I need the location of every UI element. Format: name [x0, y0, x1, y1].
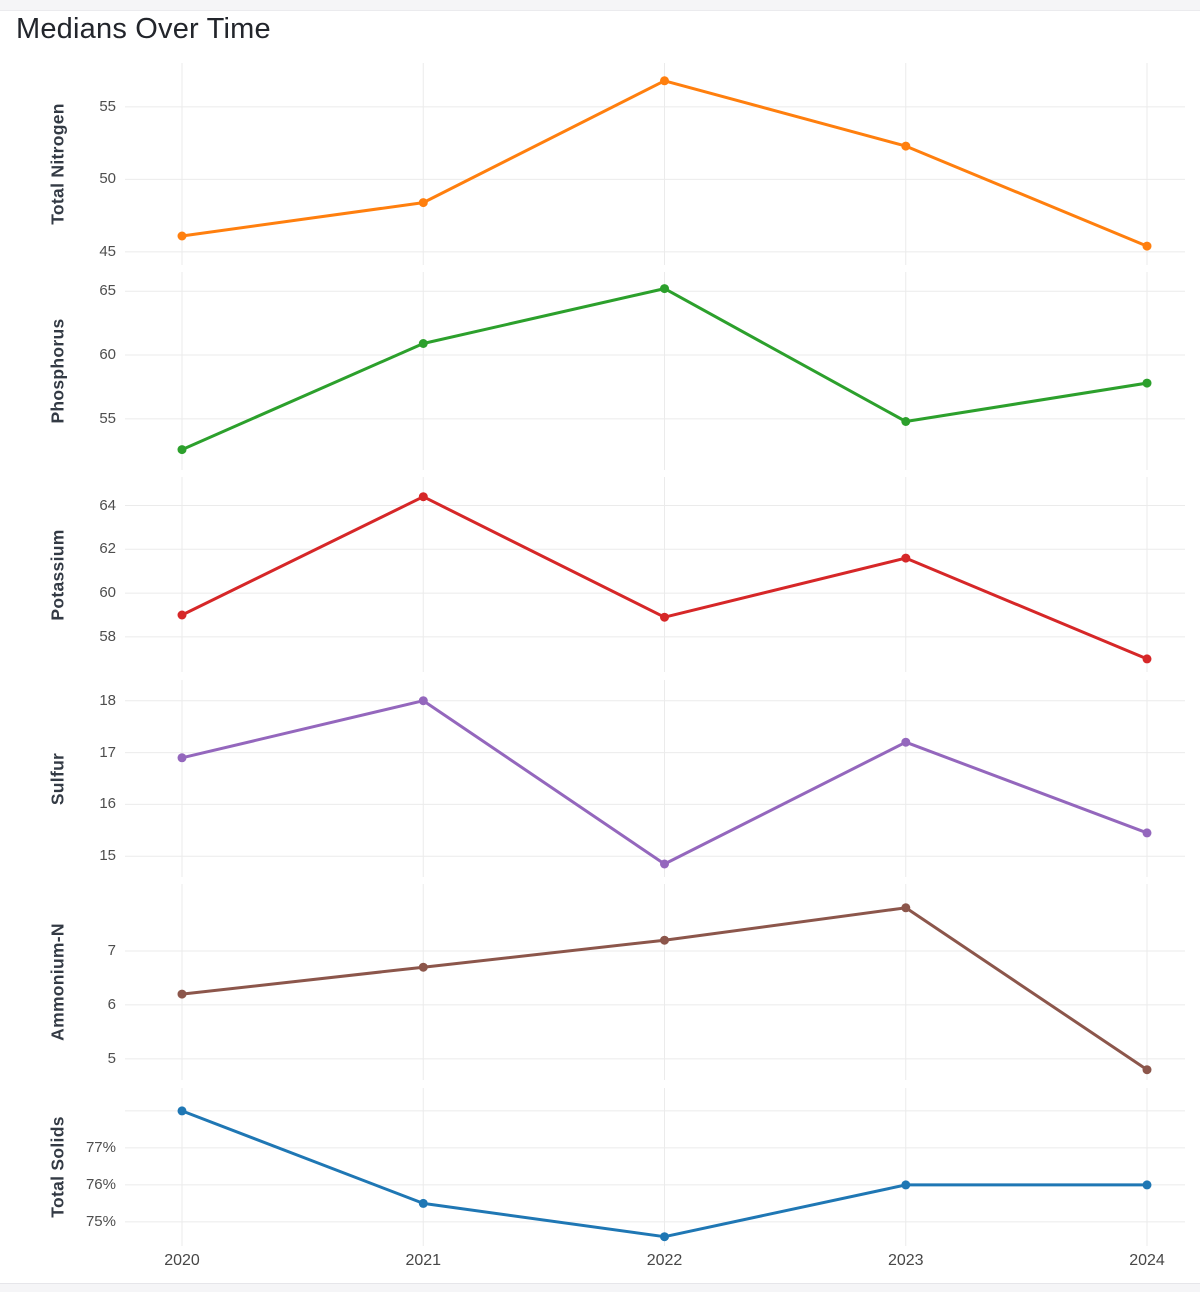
y-axis-title-total-nitrogen: Total Nitrogen	[47, 103, 68, 225]
y-axis-title-potassium: Potassium	[47, 528, 68, 621]
y-axis-title-ammonium-n: Ammonium-N	[47, 923, 68, 1041]
y-tick-label: 7	[107, 942, 116, 959]
facet-panel-phosphorus: 55 60 65 Phosphorus	[0, 272, 1200, 470]
y-tick-label: 60	[99, 346, 116, 363]
y-tick-label: 17	[99, 743, 116, 761]
data-point-sulfur-2022[interactable]	[660, 859, 669, 869]
vertical-gridlines	[181, 272, 1148, 470]
data-point-phosphorus-2023[interactable]	[901, 417, 911, 426]
data-point-total-nitrogen-2020[interactable]	[177, 231, 187, 241]
y-tick-label: 50	[99, 170, 116, 188]
data-point-potassium-2024[interactable]	[1142, 654, 1152, 664]
facet-panel-ammonium-n: 5 6 7 Ammonium-N	[0, 884, 1200, 1080]
vertical-gridlines	[181, 477, 1148, 672]
data-point-potassium-2022[interactable]	[660, 612, 669, 622]
vertical-gridlines	[181, 680, 1148, 877]
y-tick-label: 60	[99, 584, 116, 602]
x-tick-label-2023: 2023	[887, 1252, 924, 1269]
facet-plot-potassium[interactable]	[0, 477, 1200, 672]
x-tick-label-2020: 2020	[164, 1252, 200, 1269]
data-point-ammonium-n-2020[interactable]	[177, 989, 187, 999]
horizontal-gridlines	[125, 290, 1185, 420]
y-axis-title-phosphorus: Phosphorus	[47, 318, 68, 424]
data-point-potassium-2021[interactable]	[418, 492, 428, 502]
data-point-ammonium-n-2021[interactable]	[418, 962, 428, 972]
y-tick-label: 6	[107, 995, 116, 1013]
y-tick-label: 75%	[85, 1212, 116, 1230]
chart-title: Medians Over Time	[16, 13, 271, 45]
data-point-sulfur-2023[interactable]	[901, 737, 911, 747]
facet-panel-sulfur: 15 16 17 18 Sulfur	[0, 680, 1200, 877]
x-tick-label-2022: 2022	[646, 1252, 683, 1269]
data-point-phosphorus-2020[interactable]	[177, 445, 187, 455]
horizontal-gridlines	[125, 1110, 1185, 1223]
y-tick-label: 16	[99, 795, 116, 813]
vertical-gridlines	[181, 884, 1148, 1080]
data-point-total-solids-2021[interactable]	[418, 1198, 428, 1208]
data-point-total-solids-2023[interactable]	[901, 1180, 911, 1190]
facet-panel-total-solids: 75% 76% 77% Total Solids	[0, 1088, 1200, 1246]
y-tick-label: 62	[99, 540, 116, 558]
y-tick-label: 45	[99, 242, 116, 260]
data-point-total-solids-2024[interactable]	[1142, 1180, 1152, 1190]
data-point-phosphorus-2021[interactable]	[418, 339, 428, 348]
y-tick-label: 76%	[85, 1175, 116, 1193]
data-point-ammonium-n-2022[interactable]	[660, 935, 669, 945]
data-point-phosphorus-2024[interactable]	[1142, 378, 1152, 388]
y-tick-label: 5	[107, 1049, 116, 1067]
y-tick-label: 15	[99, 847, 116, 865]
data-point-ammonium-n-2024[interactable]	[1142, 1065, 1152, 1075]
y-axis-title-sulfur: Sulfur	[47, 752, 68, 805]
data-point-total-nitrogen-2022[interactable]	[660, 76, 669, 86]
data-point-total-nitrogen-2024[interactable]	[1142, 241, 1152, 251]
facet-plot-ammonium-n[interactable]	[0, 884, 1200, 1080]
y-tick-label: 64	[99, 496, 116, 514]
data-point-potassium-2020[interactable]	[177, 610, 187, 620]
facet-panel-total-nitrogen: 45 50 55 Total Nitrogen	[0, 63, 1200, 265]
facet-plot-sulfur[interactable]	[0, 680, 1200, 877]
horizontal-gridlines	[125, 950, 1185, 1060]
horizontal-gridlines	[125, 700, 1185, 857]
x-axis: 2020 2021 2022 2023 2024	[0, 1248, 1200, 1278]
x-tick-label-2024: 2024	[1129, 1252, 1165, 1269]
data-point-potassium-2023[interactable]	[901, 553, 911, 563]
x-tick-label-2021: 2021	[405, 1252, 442, 1269]
top-edge-strip	[0, 0, 1200, 11]
y-tick-label: 55	[99, 409, 116, 427]
bottom-edge-strip	[0, 1283, 1200, 1292]
data-point-sulfur-2020[interactable]	[177, 753, 187, 763]
data-point-total-solids-2022[interactable]	[660, 1232, 669, 1242]
facet-plot-total-nitrogen[interactable]	[0, 63, 1200, 265]
y-tick-label: 65	[99, 282, 116, 300]
data-point-sulfur-2024[interactable]	[1142, 828, 1152, 838]
data-point-total-nitrogen-2023[interactable]	[901, 141, 911, 151]
y-tick-label: 58	[99, 627, 116, 645]
facet-plot-phosphorus[interactable]	[0, 272, 1200, 470]
horizontal-gridlines	[125, 505, 1185, 638]
y-tick-label: 77%	[85, 1138, 116, 1156]
y-tick-label: 55	[99, 97, 116, 115]
data-point-total-solids-2020[interactable]	[177, 1106, 187, 1116]
data-point-total-nitrogen-2021[interactable]	[418, 198, 428, 208]
data-point-sulfur-2021[interactable]	[418, 696, 428, 706]
data-point-phosphorus-2022[interactable]	[660, 284, 669, 294]
horizontal-gridlines	[125, 106, 1185, 253]
data-point-ammonium-n-2023[interactable]	[901, 903, 911, 913]
y-tick-label: 18	[99, 691, 116, 709]
facet-plot-total-solids[interactable]	[0, 1088, 1200, 1246]
y-axis-title-total-solids: Total Solids	[47, 1116, 68, 1218]
facet-panel-potassium: 58 60 62 64 Potassium	[0, 477, 1200, 672]
vertical-gridlines	[181, 63, 1148, 265]
